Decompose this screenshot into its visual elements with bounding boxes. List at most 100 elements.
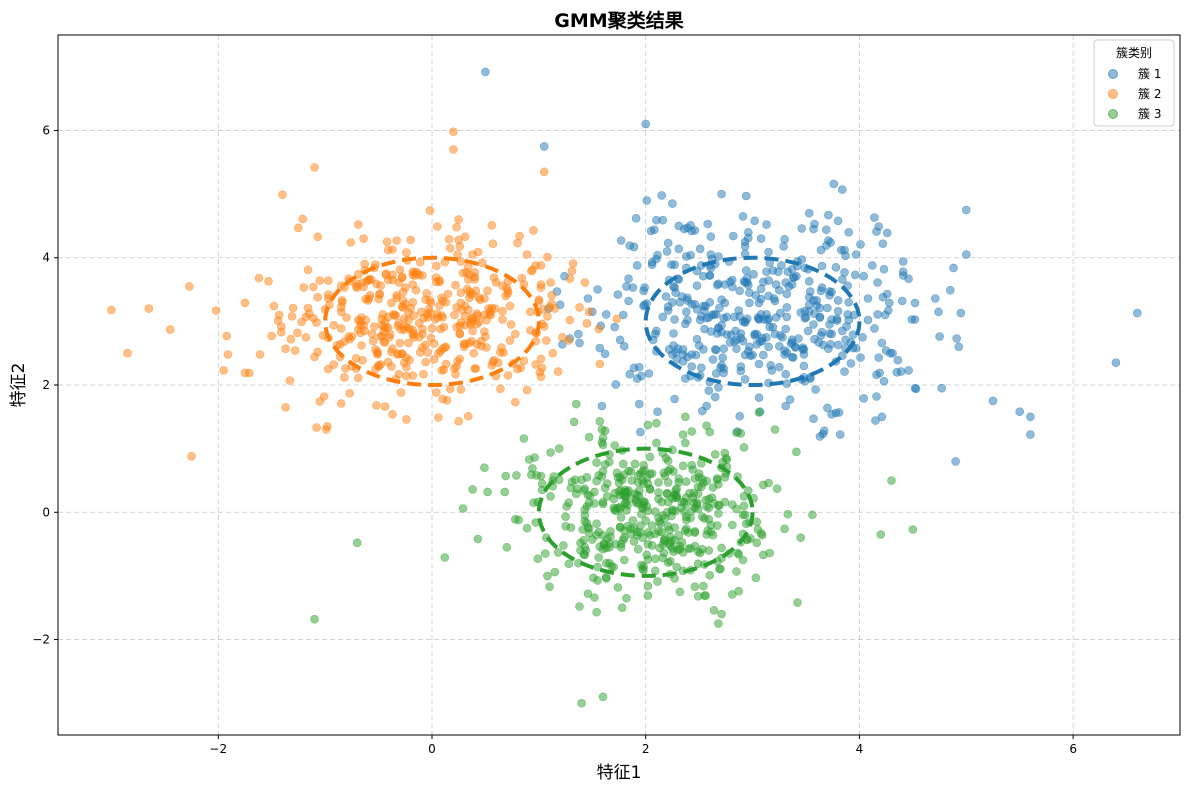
scatter-point-cluster-3 bbox=[615, 472, 625, 482]
scatter-point-cluster-2 bbox=[501, 291, 511, 301]
scatter-point-cluster-1 bbox=[961, 250, 971, 259]
scatter-point-cluster-3 bbox=[704, 546, 714, 555]
scatter-point-cluster-1 bbox=[819, 426, 829, 436]
scatter-point-cluster-1 bbox=[812, 296, 822, 305]
scatter-point-cluster-1 bbox=[834, 408, 844, 417]
scatter-point-cluster-1 bbox=[727, 275, 737, 285]
scatter-point-cluster-3 bbox=[647, 541, 657, 550]
scatter-point-cluster-2 bbox=[408, 325, 418, 335]
scatter-point-cluster-1 bbox=[782, 303, 792, 312]
scatter-point-cluster-1 bbox=[686, 250, 695, 260]
scatter-point-cluster-3 bbox=[590, 593, 599, 602]
scatter-point-cluster-1 bbox=[657, 191, 667, 200]
scatter-point-cluster-1 bbox=[735, 411, 745, 421]
scatter-point-cluster-1 bbox=[863, 315, 873, 325]
legend-marker-3 bbox=[1108, 109, 1118, 119]
scatter-point-cluster-3 bbox=[717, 609, 726, 619]
scatter-point-cluster-3 bbox=[699, 581, 708, 591]
scatter-point-cluster-2 bbox=[564, 336, 574, 345]
scatter-point-cluster-1 bbox=[740, 350, 750, 360]
scatter-point-cluster-3 bbox=[706, 527, 716, 537]
scatter-point-cluster-3 bbox=[709, 605, 719, 615]
scatter-point-cluster-1 bbox=[949, 263, 958, 273]
scatter-point-cluster-1 bbox=[859, 394, 869, 403]
scatter-point-cluster-3 bbox=[352, 538, 362, 548]
scatter-point-cluster-3 bbox=[528, 464, 537, 473]
scatter-point-cluster-2 bbox=[313, 347, 323, 357]
scatter-point-cluster-3 bbox=[667, 511, 676, 521]
scatter-point-cluster-1 bbox=[615, 335, 625, 345]
scatter-point-cluster-3 bbox=[653, 577, 662, 586]
scatter-point-cluster-3 bbox=[701, 591, 710, 600]
scatter-point-cluster-2 bbox=[575, 303, 584, 312]
scatter-point-cluster-1 bbox=[628, 283, 638, 292]
scatter-point-cluster-1 bbox=[618, 310, 628, 320]
scatter-point-cluster-1 bbox=[717, 295, 726, 305]
y-tick-label: 2 bbox=[42, 378, 50, 392]
scatter-point-cluster-1 bbox=[954, 342, 964, 352]
scatter-point-cluster-1 bbox=[882, 228, 892, 238]
scatter-point-cluster-3 bbox=[597, 437, 607, 447]
scatter-point-cluster-3 bbox=[678, 461, 688, 471]
scatter-point-cluster-2 bbox=[456, 288, 466, 298]
scatter-point-cluster-3 bbox=[630, 459, 640, 469]
scatter-point-cluster-3 bbox=[483, 487, 492, 497]
scatter-point-cluster-3 bbox=[310, 614, 319, 624]
scatter-point-cluster-3 bbox=[739, 501, 749, 511]
scatter-point-cluster-1 bbox=[708, 355, 718, 364]
scatter-point-cluster-1 bbox=[870, 213, 879, 222]
scatter-point-cluster-2 bbox=[395, 338, 405, 348]
scatter-point-cluster-3 bbox=[689, 488, 699, 498]
scatter-point-cluster-3 bbox=[639, 460, 648, 470]
scatter-point-cluster-1 bbox=[662, 247, 672, 256]
scatter-point-cluster-3 bbox=[618, 490, 628, 500]
scatter-point-cluster-1 bbox=[821, 225, 831, 234]
scatter-point-cluster-2 bbox=[461, 268, 471, 277]
scatter-point-cluster-1 bbox=[799, 345, 809, 354]
scatter-point-cluster-2 bbox=[353, 220, 363, 229]
scatter-point-cluster-3 bbox=[687, 427, 697, 436]
scatter-point-cluster-1 bbox=[640, 283, 649, 292]
scatter-point-cluster-2 bbox=[303, 265, 313, 275]
scatter-point-cluster-1 bbox=[637, 371, 646, 381]
y-tick-label: 4 bbox=[42, 251, 50, 265]
scatter-point-cluster-2 bbox=[399, 358, 409, 368]
scatter-point-cluster-2 bbox=[383, 245, 393, 255]
scatter-point-cluster-3 bbox=[642, 502, 652, 511]
scatter-point-cluster-1 bbox=[815, 432, 825, 441]
scatter-point-cluster-2 bbox=[419, 369, 428, 379]
legend-label-2: 簇 2 bbox=[1138, 86, 1161, 101]
scatter-point-cluster-3 bbox=[650, 529, 660, 539]
scatter-point-cluster-2 bbox=[488, 357, 498, 367]
y-tick-label: 0 bbox=[42, 505, 50, 519]
scatter-point-cluster-2 bbox=[460, 311, 470, 321]
scatter-point-cluster-3 bbox=[696, 482, 706, 492]
legend-entries: 簇 1 簇 2 簇 3 bbox=[1108, 66, 1161, 121]
scatter-point-cluster-2 bbox=[389, 310, 398, 319]
scatter-point-cluster-2 bbox=[505, 336, 515, 345]
scatter-point-cluster-2 bbox=[498, 306, 507, 316]
scatter-point-cluster-2 bbox=[454, 416, 464, 426]
scatter-point-cluster-1 bbox=[750, 329, 760, 339]
scatter-point-cluster-1 bbox=[910, 383, 920, 393]
scatter-point-cluster-3 bbox=[654, 478, 663, 487]
scatter-point-cluster-2 bbox=[431, 388, 441, 397]
scatter-point-cluster-2 bbox=[276, 327, 286, 337]
grid-lines bbox=[58, 35, 1180, 735]
scatter-point-cluster-3 bbox=[645, 452, 655, 462]
scatter-point-cluster-2 bbox=[293, 328, 302, 338]
scatter-point-cluster-1 bbox=[697, 406, 707, 416]
scatter-point-cluster-3 bbox=[686, 544, 695, 553]
scatter-point-cluster-3 bbox=[662, 489, 672, 499]
scatter-point-cluster-2 bbox=[469, 348, 479, 358]
scatter-point-cluster-1 bbox=[758, 350, 768, 360]
scatter-point-cluster-2 bbox=[499, 348, 508, 357]
scatter-point-cluster-3 bbox=[440, 553, 450, 562]
scatter-point-cluster-2 bbox=[412, 268, 422, 277]
scatter-point-cluster-3 bbox=[564, 498, 574, 508]
scatter-point-cluster-2 bbox=[547, 290, 557, 300]
scatter-point-cluster-2 bbox=[517, 273, 527, 283]
scatter-point-cluster-2 bbox=[462, 284, 472, 294]
scatter-point-cluster-3 bbox=[584, 523, 594, 533]
scatter-point-cluster-1 bbox=[893, 355, 903, 365]
